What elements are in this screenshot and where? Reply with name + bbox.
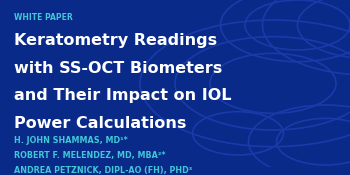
Text: H. JOHN SHAMMAS, MD¹*: H. JOHN SHAMMAS, MD¹* <box>14 136 128 145</box>
Text: Keratometry Readings: Keratometry Readings <box>14 33 217 48</box>
Text: ROBERT F. MELENDEZ, MD, MBA²*: ROBERT F. MELENDEZ, MD, MBA²* <box>14 151 166 160</box>
Text: with SS-OCT Biometers: with SS-OCT Biometers <box>14 61 222 76</box>
Text: ANDREA PETZNICK, DIPL-AO (FH), PHD³: ANDREA PETZNICK, DIPL-AO (FH), PHD³ <box>14 166 192 175</box>
Text: WHITE PAPER: WHITE PAPER <box>14 13 73 22</box>
Text: and Their Impact on IOL: and Their Impact on IOL <box>14 88 231 103</box>
Text: Power Calculations: Power Calculations <box>14 116 186 131</box>
